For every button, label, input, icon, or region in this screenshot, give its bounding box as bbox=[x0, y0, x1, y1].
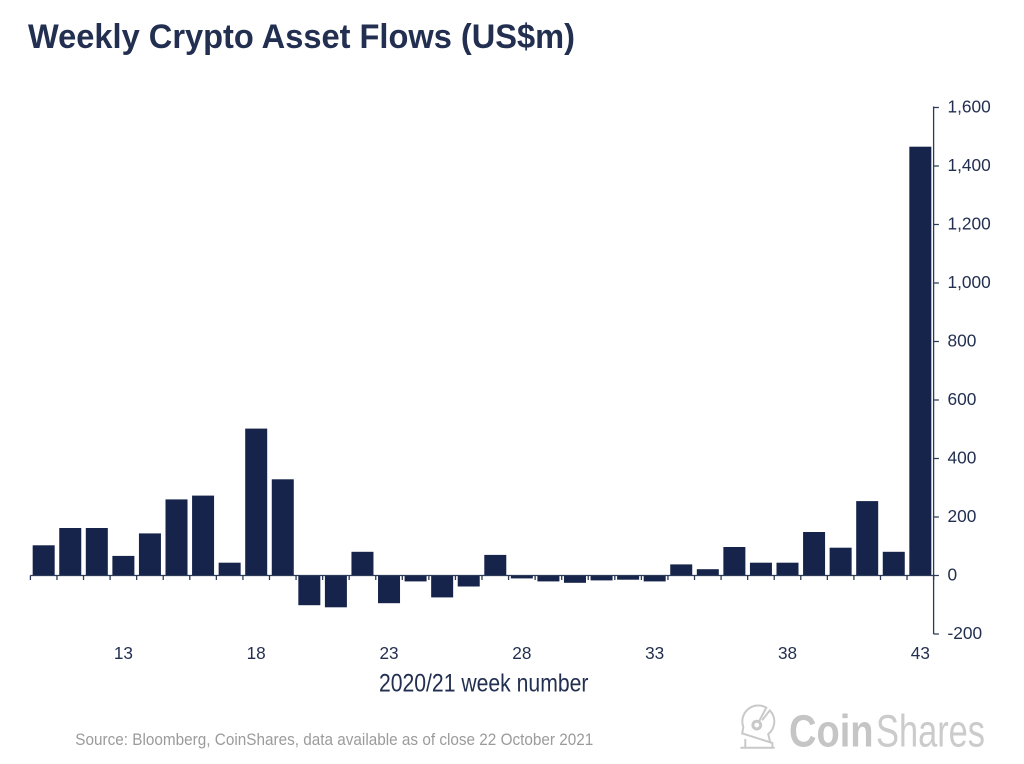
svg-text:1,600: 1,600 bbox=[948, 97, 991, 117]
svg-text:200: 200 bbox=[948, 506, 977, 526]
svg-text:Shares: Shares bbox=[876, 705, 985, 756]
svg-text:600: 600 bbox=[948, 389, 977, 409]
svg-text:Source: Bloomberg, CoinShares,: Source: Bloomberg, CoinShares, data avai… bbox=[75, 731, 593, 749]
svg-text:18: 18 bbox=[247, 643, 266, 663]
svg-text:28: 28 bbox=[512, 643, 531, 663]
svg-text:2020/21 week number: 2020/21 week number bbox=[379, 670, 589, 698]
svg-text:38: 38 bbox=[778, 643, 797, 663]
svg-text:1,400: 1,400 bbox=[948, 155, 991, 175]
svg-text:Weekly Crypto Asset Flows (US$: Weekly Crypto Asset Flows (US$m) bbox=[28, 18, 575, 56]
svg-text:1,000: 1,000 bbox=[948, 272, 991, 292]
svg-text:-200: -200 bbox=[948, 623, 983, 643]
svg-text:23: 23 bbox=[379, 643, 398, 663]
svg-text:Coin: Coin bbox=[789, 705, 874, 756]
svg-text:400: 400 bbox=[948, 448, 977, 468]
svg-text:13: 13 bbox=[114, 643, 133, 663]
svg-text:33: 33 bbox=[645, 643, 664, 663]
svg-text:1,200: 1,200 bbox=[948, 214, 991, 234]
svg-text:0: 0 bbox=[948, 565, 958, 585]
svg-text:800: 800 bbox=[948, 331, 977, 351]
svg-text:43: 43 bbox=[911, 643, 930, 663]
